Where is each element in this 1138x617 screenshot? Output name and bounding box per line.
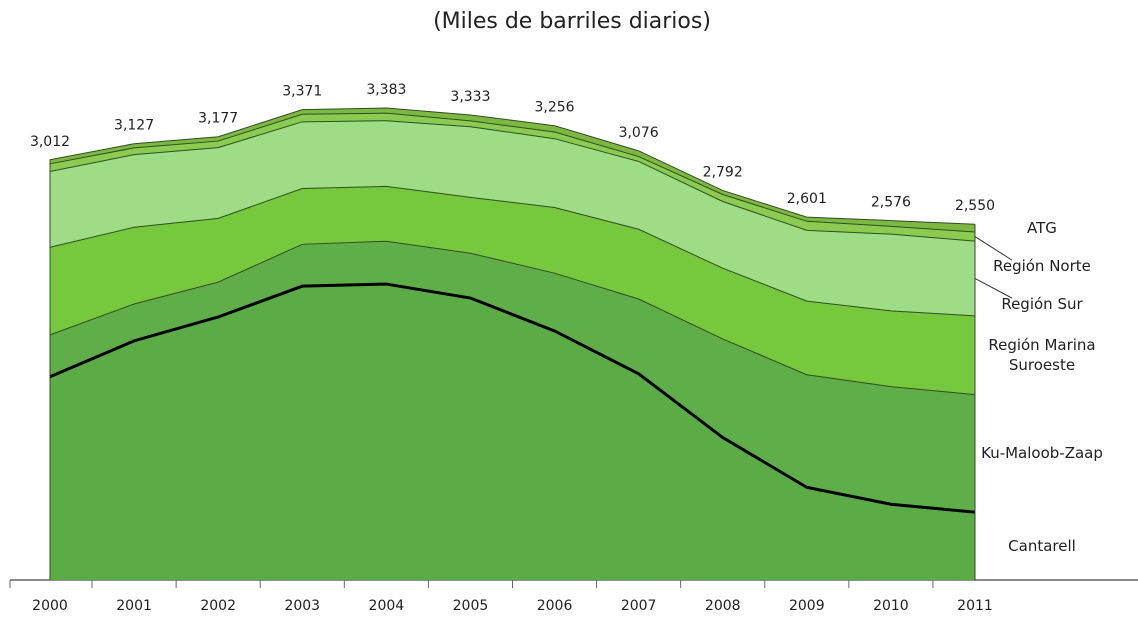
total-label: 2,601 xyxy=(787,191,827,207)
total-label: 2,792 xyxy=(703,164,743,180)
x-tick-label: 2008 xyxy=(705,598,741,614)
x-tick-label: 2007 xyxy=(621,598,657,614)
total-label: 3,256 xyxy=(534,100,574,116)
x-tick-label: 2011 xyxy=(957,598,993,614)
x-tick-label: 2001 xyxy=(116,598,152,614)
total-label: 2,550 xyxy=(955,198,995,214)
area xyxy=(50,186,975,395)
total-label: 3,012 xyxy=(30,134,70,150)
series-edge xyxy=(49,112,976,233)
series-label: Región Marina Suroeste xyxy=(988,336,1096,375)
total-label: 3,333 xyxy=(450,89,490,105)
total-label: 3,076 xyxy=(619,125,659,141)
x-tick-label: 2005 xyxy=(453,598,489,614)
area xyxy=(50,284,975,580)
series-label: ATG xyxy=(1027,219,1057,238)
series-edge xyxy=(49,240,976,396)
x-tick-label: 2006 xyxy=(537,598,573,614)
x-tick-label: 2004 xyxy=(369,598,405,614)
series-label: Cantarell xyxy=(1008,537,1076,556)
total-label: 3,383 xyxy=(366,82,406,98)
series-edge xyxy=(49,185,976,317)
series-edge xyxy=(49,120,976,242)
x-tick-label: 2010 xyxy=(873,598,909,614)
x-tick-label: 2003 xyxy=(284,598,320,614)
chart-title: (Miles de barriles diarios) xyxy=(433,9,711,34)
total-label: 3,177 xyxy=(198,111,238,127)
leader-line xyxy=(974,236,1013,261)
leader-line xyxy=(974,278,1013,299)
x-tick-label: 2009 xyxy=(789,598,825,614)
area xyxy=(50,113,975,242)
series-label: Región Sur xyxy=(1001,295,1083,314)
total-label: 2,576 xyxy=(871,195,911,211)
x-tick-label: 2002 xyxy=(200,598,236,614)
total-label: 3,127 xyxy=(114,118,154,134)
area xyxy=(50,241,975,513)
total-label: 3,371 xyxy=(282,84,322,100)
series-edge xyxy=(49,107,976,225)
series-edge xyxy=(49,282,976,514)
series-label: Ku-Maloob-Zaap xyxy=(981,444,1103,463)
area xyxy=(50,120,975,316)
series-label: Región Norte xyxy=(993,257,1091,276)
x-tick-label: 2000 xyxy=(32,598,68,614)
